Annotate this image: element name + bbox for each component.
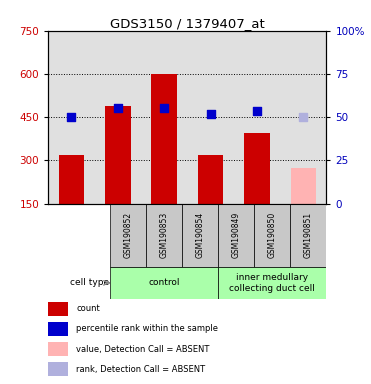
Bar [218, 267, 326, 299]
Bar [59, 154, 84, 204]
Text: value, Detection Call = ABSENT: value, Detection Call = ABSENT [76, 344, 210, 354]
Bar [110, 267, 218, 299]
Bar [48, 302, 68, 316]
Point [161, 105, 167, 111]
Bar [244, 133, 270, 204]
Text: rank, Detection Call = ABSENT: rank, Detection Call = ABSENT [76, 365, 205, 374]
Text: GSM190853: GSM190853 [160, 212, 168, 258]
Text: GSM190854: GSM190854 [196, 212, 204, 258]
Bar [182, 204, 218, 267]
Bar [198, 154, 223, 204]
Point [69, 114, 75, 120]
Text: inner medullary
collecting duct cell: inner medullary collecting duct cell [229, 273, 315, 293]
Bar [48, 362, 68, 376]
Point [115, 105, 121, 111]
Text: percentile rank within the sample: percentile rank within the sample [76, 324, 218, 333]
Text: GSM190850: GSM190850 [268, 212, 277, 258]
Point [208, 111, 214, 117]
Bar [110, 204, 146, 267]
Bar [48, 322, 68, 336]
Bar [290, 204, 326, 267]
Point [254, 108, 260, 114]
Bar [218, 204, 254, 267]
Bar [146, 204, 182, 267]
Text: GSM190849: GSM190849 [232, 212, 241, 258]
Bar [254, 204, 290, 267]
Bar [105, 106, 131, 204]
Text: cell type: cell type [70, 278, 109, 287]
Bar [48, 342, 68, 356]
Title: GDS3150 / 1379407_at: GDS3150 / 1379407_at [110, 17, 265, 30]
Bar [290, 167, 316, 204]
Point [301, 114, 306, 120]
Text: GSM190852: GSM190852 [123, 212, 132, 258]
Bar [151, 74, 177, 204]
Text: GSM190851: GSM190851 [304, 212, 313, 258]
Text: control: control [148, 278, 180, 287]
Text: count: count [76, 304, 100, 313]
